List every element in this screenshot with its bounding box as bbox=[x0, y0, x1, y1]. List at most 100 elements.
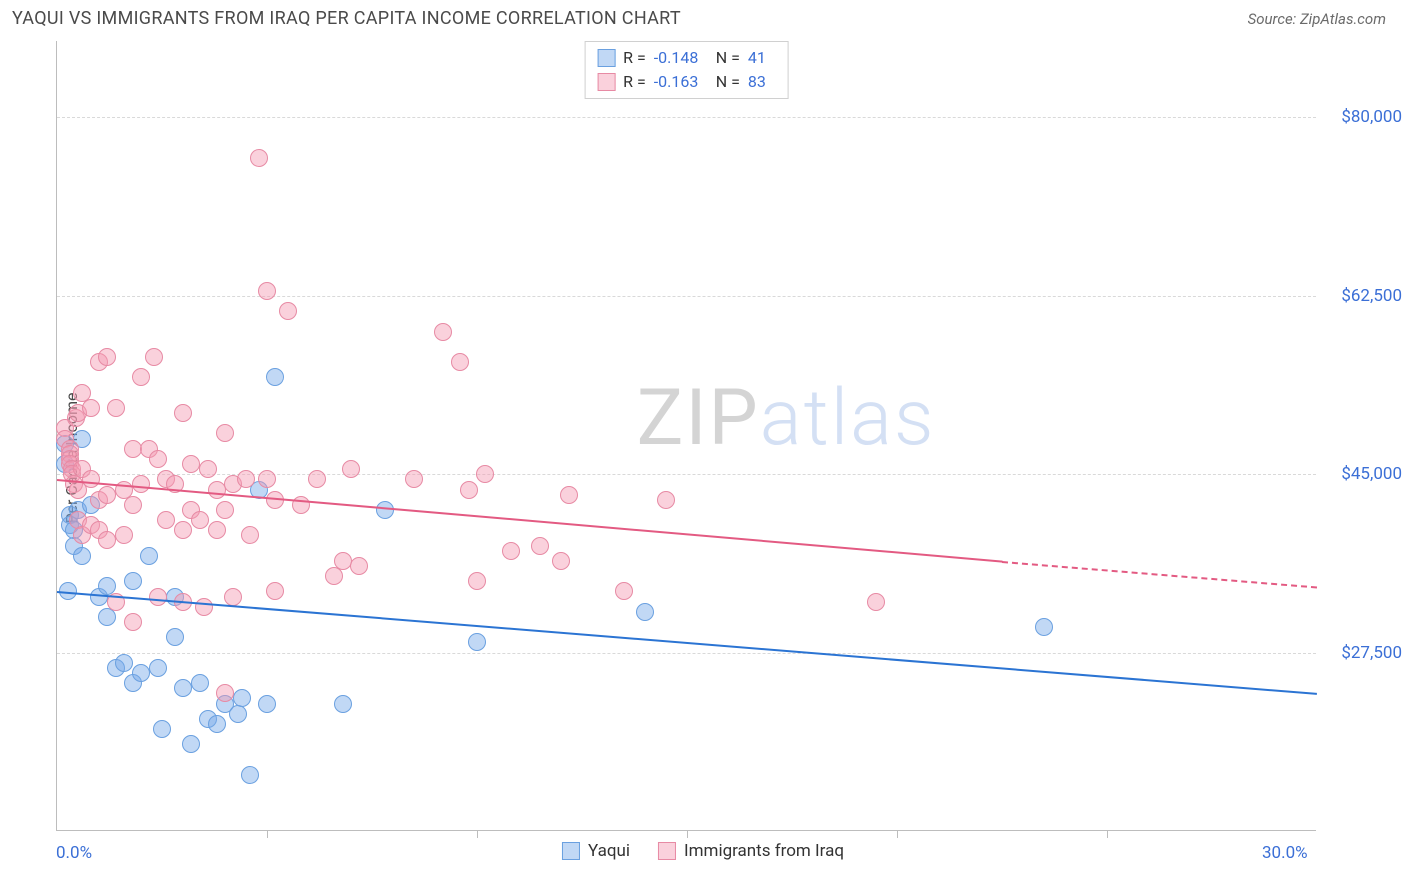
legend-swatch bbox=[597, 73, 615, 91]
scatter-point-iraq bbox=[460, 481, 478, 499]
x-tick bbox=[477, 830, 478, 838]
scatter-point-iraq bbox=[132, 368, 150, 386]
scatter-point-iraq bbox=[552, 552, 570, 570]
scatter-point-iraq bbox=[208, 481, 226, 499]
scatter-point-iraq bbox=[241, 526, 259, 544]
scatter-point-iraq bbox=[149, 588, 167, 606]
scatter-point-yaqui bbox=[191, 674, 209, 692]
scatter-point-iraq bbox=[82, 470, 100, 488]
gridline bbox=[57, 117, 1316, 118]
scatter-point-yaqui bbox=[73, 547, 91, 565]
legend-series-label: Immigrants from Iraq bbox=[684, 841, 844, 861]
scatter-point-iraq bbox=[405, 470, 423, 488]
legend-r-value: -0.163 bbox=[654, 70, 708, 94]
scatter-point-yaqui bbox=[182, 735, 200, 753]
scatter-point-iraq bbox=[124, 496, 142, 514]
legend-correlation: R = -0.148 N = 41 R = -0.163 N = 83 bbox=[584, 41, 789, 99]
scatter-point-iraq bbox=[98, 486, 116, 504]
legend-n-label: N = bbox=[716, 70, 740, 94]
scatter-point-iraq bbox=[208, 521, 226, 539]
scatter-point-yaqui bbox=[636, 603, 654, 621]
x-tick bbox=[1107, 830, 1108, 838]
x-axis-min: 0.0% bbox=[56, 843, 92, 863]
scatter-point-iraq bbox=[258, 470, 276, 488]
scatter-point-yaqui bbox=[98, 608, 116, 626]
legend-n-label: N = bbox=[716, 46, 740, 70]
scatter-point-yaqui bbox=[334, 695, 352, 713]
scatter-point-iraq bbox=[867, 593, 885, 611]
scatter-point-yaqui bbox=[132, 664, 150, 682]
legend-r-label: R = bbox=[623, 46, 646, 70]
chart-title: YAQUI VS IMMIGRANTS FROM IRAQ PER CAPITA… bbox=[12, 8, 681, 29]
x-axis-max: 30.0% bbox=[1262, 843, 1308, 863]
scatter-point-iraq bbox=[124, 613, 142, 631]
source-label: Source: ZipAtlas.com bbox=[1248, 10, 1386, 28]
scatter-point-iraq bbox=[82, 399, 100, 417]
scatter-point-iraq bbox=[216, 424, 234, 442]
scatter-point-iraq bbox=[615, 582, 633, 600]
scatter-point-iraq bbox=[476, 465, 494, 483]
scatter-point-yaqui bbox=[233, 689, 251, 707]
scatter-point-iraq bbox=[657, 491, 675, 509]
scatter-point-iraq bbox=[531, 537, 549, 555]
scatter-point-yaqui bbox=[241, 766, 259, 784]
scatter-point-iraq bbox=[149, 450, 167, 468]
y-tick-label: $62,500 bbox=[1322, 286, 1402, 306]
trend-line bbox=[57, 591, 1317, 695]
scatter-point-yaqui bbox=[140, 547, 158, 565]
scatter-point-iraq bbox=[98, 348, 116, 366]
legend-n-value: 41 bbox=[748, 46, 776, 70]
scatter-point-iraq bbox=[237, 470, 255, 488]
x-tick bbox=[687, 830, 688, 838]
scatter-point-iraq bbox=[124, 440, 142, 458]
scatter-point-iraq bbox=[182, 455, 200, 473]
scatter-point-iraq bbox=[258, 282, 276, 300]
scatter-point-iraq bbox=[174, 521, 192, 539]
scatter-point-iraq bbox=[145, 348, 163, 366]
scatter-point-iraq bbox=[224, 588, 242, 606]
scatter-point-iraq bbox=[266, 582, 284, 600]
scatter-point-iraq bbox=[560, 486, 578, 504]
scatter-point-iraq bbox=[115, 526, 133, 544]
scatter-point-yaqui bbox=[266, 368, 284, 386]
y-tick-label: $27,500 bbox=[1322, 643, 1402, 663]
chart-container: Per Capita Income $27,500$45,000$62,500$… bbox=[12, 33, 1394, 883]
scatter-point-iraq bbox=[195, 598, 213, 616]
legend-series-label: Yaqui bbox=[588, 841, 630, 861]
scatter-point-iraq bbox=[157, 511, 175, 529]
scatter-point-iraq bbox=[98, 531, 116, 549]
y-tick-label: $45,000 bbox=[1322, 464, 1402, 484]
scatter-point-yaqui bbox=[124, 572, 142, 590]
scatter-point-iraq bbox=[308, 470, 326, 488]
legend-swatch bbox=[597, 49, 615, 67]
scatter-point-iraq bbox=[216, 684, 234, 702]
scatter-point-yaqui bbox=[115, 654, 133, 672]
scatter-point-iraq bbox=[334, 552, 352, 570]
scatter-point-iraq bbox=[132, 475, 150, 493]
scatter-point-iraq bbox=[451, 353, 469, 371]
legend-r-label: R = bbox=[623, 70, 646, 94]
scatter-point-iraq bbox=[250, 149, 268, 167]
scatter-point-iraq bbox=[191, 511, 209, 529]
scatter-point-iraq bbox=[107, 399, 125, 417]
legend-swatch bbox=[658, 842, 676, 860]
legend-series: Yaqui Immigrants from Iraq bbox=[562, 841, 844, 861]
scatter-point-iraq bbox=[434, 323, 452, 341]
gridline bbox=[57, 653, 1316, 654]
scatter-point-iraq bbox=[468, 572, 486, 590]
legend-r-value: -0.148 bbox=[654, 46, 708, 70]
x-tick bbox=[267, 830, 268, 838]
gridline bbox=[57, 296, 1316, 297]
scatter-point-yaqui bbox=[229, 705, 247, 723]
legend-swatch bbox=[562, 842, 580, 860]
watermark: ZIPatlas bbox=[637, 373, 936, 464]
plot-area: $27,500$45,000$62,500$80,000ZIPatlasR =-… bbox=[56, 41, 1316, 831]
scatter-point-iraq bbox=[174, 404, 192, 422]
legend-n-value: 83 bbox=[748, 70, 776, 94]
scatter-point-iraq bbox=[279, 302, 297, 320]
scatter-point-yaqui bbox=[153, 720, 171, 738]
scatter-point-iraq bbox=[325, 567, 343, 585]
trend-line bbox=[1002, 561, 1317, 588]
scatter-point-yaqui bbox=[208, 715, 226, 733]
y-tick-label: $80,000 bbox=[1322, 107, 1402, 127]
